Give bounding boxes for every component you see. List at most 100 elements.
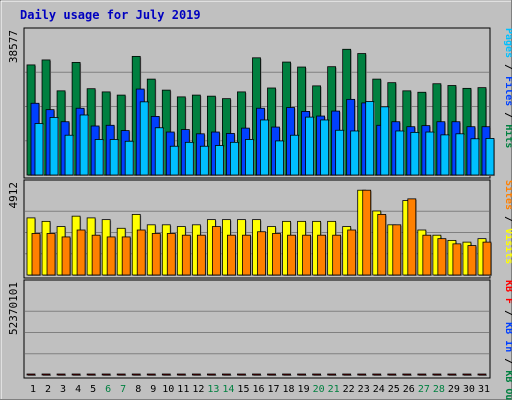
bar-kbytes — [237, 373, 246, 376]
x-tick-label: 19 — [298, 384, 310, 395]
legend-item: Visits — [503, 228, 512, 264]
legend-text: KB F / KB In / KB Out — [503, 280, 512, 400]
bar-pages — [49, 117, 59, 176]
bar-shadow — [463, 375, 472, 376]
bar-sites — [377, 214, 387, 276]
bar-shadow — [268, 375, 277, 376]
bar-pages — [124, 140, 134, 176]
x-tick-label: 29 — [448, 384, 460, 395]
x-tick-label: 2 — [45, 384, 51, 395]
x-tick-label: 3 — [60, 384, 66, 395]
legend-separator: / — [503, 304, 512, 322]
bar-sites — [347, 229, 357, 276]
bar-pages — [380, 106, 390, 176]
bar-pages — [335, 129, 345, 176]
bar-shadow — [163, 375, 172, 376]
bar-kbytes — [26, 373, 36, 376]
bar-shadow — [223, 375, 232, 376]
bar-sites — [482, 241, 492, 276]
bar-pages — [214, 145, 224, 176]
x-tick-label: 10 — [162, 384, 174, 395]
bar-shadow — [253, 375, 262, 376]
legend-item: KB In — [503, 322, 512, 352]
x-tick-label: 11 — [177, 384, 189, 395]
bar-shadow — [178, 375, 187, 376]
bar-pages — [365, 101, 375, 176]
bar-sites — [422, 234, 432, 276]
bar-pages — [440, 134, 450, 176]
x-tick-label: 28 — [433, 384, 445, 395]
bar-sites — [46, 233, 56, 276]
x-tick-label: 26 — [403, 384, 415, 395]
bar-shadow — [403, 375, 412, 376]
bar-pages — [455, 133, 465, 176]
x-tick-label: 22 — [343, 384, 355, 395]
bar-kbytes — [41, 373, 51, 376]
bar-shadow — [433, 375, 442, 376]
bar-sites — [287, 234, 296, 276]
bar-shadow — [73, 375, 82, 376]
bar-sites — [407, 198, 417, 276]
bar-kbytes — [222, 373, 231, 376]
bar-kbytes — [176, 373, 186, 376]
bar-sites — [211, 226, 221, 276]
bar-kbytes — [101, 373, 111, 376]
bar-sites — [437, 238, 447, 276]
bar-shadow — [118, 375, 127, 376]
bar-shadow — [43, 375, 52, 376]
bar-sites — [242, 234, 251, 276]
bar-kbytes — [297, 373, 306, 376]
bar-kbytes — [267, 373, 276, 376]
bar-kbytes — [191, 373, 201, 376]
bar-sites — [61, 236, 71, 276]
bar-sites — [332, 234, 342, 276]
bar-sites — [121, 236, 131, 276]
bar-kbytes — [312, 373, 322, 376]
legend-separator: / — [503, 352, 512, 370]
x-tick-label: 12 — [192, 384, 204, 395]
x-tick-label: 13 — [207, 384, 219, 395]
bar-shadow — [388, 375, 397, 376]
bar-kbytes — [477, 373, 487, 376]
bar-shadow — [343, 375, 352, 376]
x-tick-label: 20 — [313, 384, 325, 395]
bar-pages — [290, 134, 299, 176]
x-tick-label: 27 — [418, 384, 430, 395]
bar-sites — [181, 234, 191, 276]
bar-sites — [106, 236, 116, 276]
bar-pages — [34, 123, 44, 176]
bar-kbytes — [56, 373, 66, 376]
bar-pages — [109, 139, 119, 176]
bar-shadow — [328, 375, 337, 376]
bar-sites — [196, 234, 206, 276]
legend-item: Pages — [503, 28, 512, 58]
bar-sites — [302, 234, 311, 276]
bar-kbytes — [462, 373, 472, 376]
bar-pages — [275, 140, 284, 176]
bar-shadow — [208, 375, 217, 376]
legend-text: Sites / Visits — [503, 180, 512, 264]
bar-kbytes — [116, 373, 126, 376]
bar-kbytes — [342, 373, 352, 376]
bar-kbytes — [447, 373, 457, 376]
bar-sites — [91, 234, 101, 276]
x-tick-label: 4 — [75, 384, 81, 395]
bar-pages — [184, 141, 194, 176]
bar-shadow — [28, 375, 36, 376]
bar-shadow — [238, 375, 247, 376]
legend-item: KB Out — [503, 370, 512, 400]
bar-pages — [395, 130, 405, 176]
bar-sites — [136, 229, 146, 276]
bar-shadow — [58, 375, 67, 376]
bar-kbytes — [417, 373, 427, 376]
panel-frame — [23, 179, 491, 279]
bar-sites — [362, 189, 372, 276]
bar-pages — [320, 119, 330, 176]
bar-pages — [169, 145, 179, 176]
bar-kbytes — [146, 373, 156, 376]
bar-shadow — [373, 375, 382, 376]
y-max-label: 38577 — [7, 30, 20, 63]
x-tick-label: 31 — [478, 384, 490, 395]
kbytes-panel: 52370101 KB F / KB In / KB Out — [7, 279, 512, 400]
